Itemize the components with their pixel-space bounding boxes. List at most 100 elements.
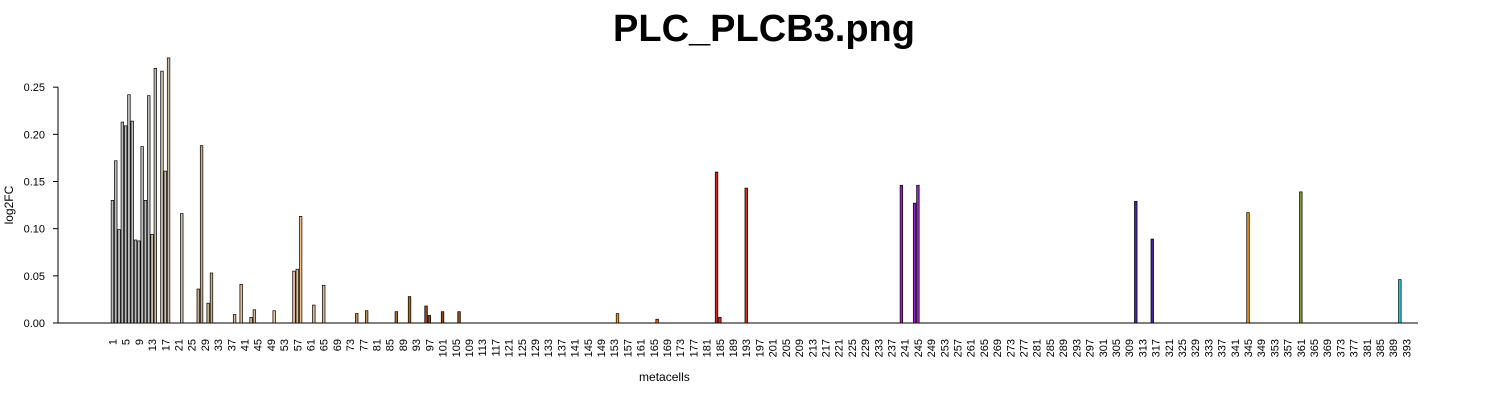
- bar: [615, 313, 620, 324]
- x-tick-label: 201: [768, 339, 780, 357]
- x-tick-label: 241: [900, 339, 912, 357]
- bar: [147, 95, 151, 324]
- bar: [1299, 191, 1303, 324]
- bar: [272, 310, 276, 324]
- bar: [355, 313, 359, 324]
- bar: [655, 318, 659, 324]
- x-tick-label: 289: [1058, 339, 1070, 357]
- bar: [744, 187, 748, 324]
- bar: [1134, 200, 1138, 324]
- x-tick-label: 37: [226, 339, 238, 351]
- x-tick-label: 57: [292, 339, 304, 351]
- x-tick-label: 157: [622, 339, 634, 357]
- x-tick-label: 13: [147, 339, 159, 351]
- x-tick-label: 357: [1283, 339, 1295, 357]
- x-tick-label: 197: [754, 339, 766, 357]
- x-tick-label: 361: [1296, 339, 1308, 357]
- y-tick-label: 0.15: [24, 177, 45, 189]
- x-tick-label: 257: [953, 339, 965, 357]
- x-tick-label: 93: [411, 339, 423, 351]
- bar: [143, 200, 148, 324]
- x-tick-label: 21: [173, 339, 185, 351]
- x-tick-label: 333: [1203, 339, 1215, 357]
- bar: [407, 296, 412, 324]
- x-tick-label: 153: [609, 339, 621, 357]
- x-tick-label: 121: [504, 339, 516, 357]
- bar: [160, 70, 164, 324]
- x-tick-label: 169: [662, 339, 674, 357]
- x-tick-label: 373: [1335, 339, 1347, 357]
- x-tick-label: 1: [107, 339, 119, 345]
- x-axis-label: metacells: [639, 370, 690, 384]
- x-tick-label: 125: [517, 339, 529, 357]
- y-tick-label: 0.05: [24, 271, 45, 283]
- x-tick-label: 145: [583, 339, 595, 357]
- x-tick-label: 285: [1045, 339, 1057, 357]
- x-tick-label: 321: [1164, 339, 1176, 357]
- x-tick-label: 297: [1085, 339, 1097, 357]
- bar: [196, 288, 200, 324]
- bar: [312, 304, 316, 324]
- bar: [1150, 238, 1154, 324]
- x-tick-label: 245: [913, 339, 925, 357]
- x-tick-label: 329: [1190, 339, 1202, 357]
- x-tick-label: 193: [741, 339, 753, 357]
- x-tick-label: 253: [939, 339, 951, 357]
- x-tick-label: 25: [187, 339, 199, 351]
- y-tick-label: 0.25: [24, 82, 45, 94]
- x-tick-label: 173: [675, 339, 687, 357]
- x-tick-label: 309: [1124, 339, 1136, 357]
- x-tick-label: 349: [1256, 339, 1268, 357]
- x-tick-label: 377: [1349, 339, 1361, 357]
- bar: [232, 314, 237, 324]
- bar: [298, 216, 303, 324]
- bar: [133, 239, 138, 324]
- x-tick-label: 265: [979, 339, 991, 357]
- x-tick-label: 165: [649, 339, 661, 357]
- bar: [137, 240, 141, 324]
- x-tick-label: 217: [820, 339, 832, 357]
- bar: [153, 67, 158, 324]
- x-tick-label: 293: [1071, 339, 1083, 357]
- bar: [140, 146, 144, 324]
- x-tick-label: 49: [266, 339, 278, 351]
- x-tick-label: 341: [1230, 339, 1242, 357]
- bar: [209, 272, 214, 324]
- bar: [110, 200, 115, 324]
- bar: [114, 160, 118, 324]
- bar: [295, 268, 299, 324]
- bar: [180, 213, 184, 324]
- x-tick-label: 305: [1111, 339, 1123, 357]
- x-tick-label: 5: [121, 339, 133, 345]
- x-tick-label: 33: [213, 339, 225, 351]
- x-tick-label: 393: [1401, 339, 1413, 357]
- x-tick-label: 213: [807, 339, 819, 357]
- x-tick-label: 317: [1151, 339, 1163, 357]
- y-tick-label: 0.10: [24, 224, 45, 236]
- x-tick-label: 301: [1098, 339, 1110, 357]
- bar: [364, 310, 369, 324]
- x-tick-label: 45: [253, 339, 265, 351]
- y-axis: 0.00 0.05 0.10 0.15 0.20 0.25: [24, 82, 59, 330]
- bar: [249, 316, 253, 324]
- bar: [166, 57, 171, 324]
- x-tick-label: 89: [398, 339, 410, 351]
- x-tick-label: 229: [860, 339, 872, 357]
- bar: [1246, 212, 1250, 324]
- x-tick-label: 113: [477, 339, 489, 357]
- x-tick-label: 105: [451, 339, 463, 357]
- x-tick-label: 141: [570, 339, 582, 357]
- x-tick-label: 137: [556, 339, 568, 357]
- bar: [714, 171, 719, 324]
- x-tick-label: 129: [530, 339, 542, 357]
- x-axis: 1 5 9 13 17 21 25 29 33 37 41 45 49 53 57 61 65 69 73 77 81 8…: [58, 322, 1418, 357]
- x-tick-label: 9: [134, 339, 146, 345]
- x-tick-label: 261: [966, 339, 978, 357]
- x-tick-label: 273: [1005, 339, 1017, 357]
- x-tick-label: 185: [715, 339, 727, 357]
- y-axis-label: log2FC: [2, 185, 16, 224]
- bar: [427, 315, 431, 324]
- x-tick-label: 369: [1322, 339, 1334, 357]
- bar: [1398, 279, 1402, 324]
- x-tick-label: 237: [886, 339, 898, 357]
